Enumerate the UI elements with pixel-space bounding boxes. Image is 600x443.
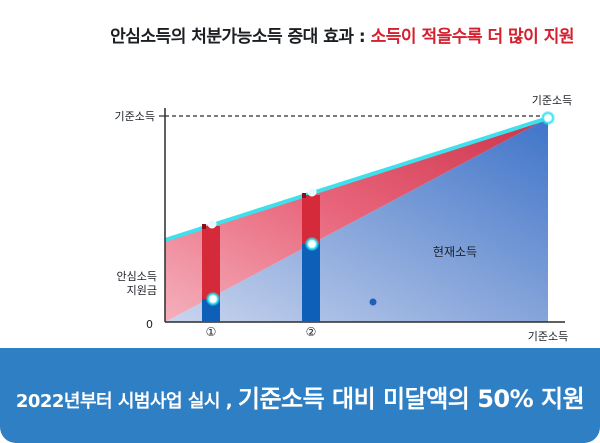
- example-1-top-dot: [207, 219, 217, 229]
- example-1-current-dot: [206, 292, 220, 306]
- reference-point-dot: [541, 111, 555, 125]
- support-label-line-1: 안심소득: [117, 270, 157, 283]
- current-income-label: 현재소득: [433, 245, 477, 259]
- x-axis-end-label: 기준소득: [528, 330, 568, 343]
- y-axis-reference-label: 기준소득: [115, 110, 155, 123]
- example-2-bar-cap: [302, 193, 306, 198]
- example-2-support-bar: [302, 195, 320, 244]
- origin-label: 0: [146, 318, 153, 331]
- example-1-support-bar: [202, 226, 220, 299]
- example-1-bar-cap: [202, 224, 206, 229]
- headline-accent: 소득이 적을수록 더 많이 지원: [370, 27, 575, 47]
- support-label-line-2: 지원금: [127, 284, 157, 297]
- headline: 안심소득의 처분가능소득 증대 효과 : 소득이 적을수록 더 많이 지원: [110, 22, 574, 47]
- example-marker-2: ②: [306, 325, 317, 339]
- small-blue-dot: [369, 298, 377, 306]
- footer-big-text: 기준소득 대비 미달액의 50% 지원: [237, 385, 585, 413]
- top-right-reference-label: 기준소득: [532, 94, 572, 107]
- example-marker-1: ①: [206, 325, 217, 339]
- headline-lead: 안심소득의 처분가능소득 증대 효과 :: [110, 27, 371, 47]
- example-2-current-dot: [305, 237, 319, 251]
- income-diagram: 기준소득 안심소득 지원금 0 기준소득 기준소득 현재소득 ① ②: [115, 94, 573, 343]
- footer-banner: 2022년부터 시범사업 실시 , 기준소득 대비 미달액의 50% 지원: [0, 348, 600, 443]
- footer-small-text: 2022년부터 시범사업 실시 ,: [15, 391, 238, 412]
- example-2-top-dot: [307, 187, 317, 197]
- example-2-current-bar: [302, 244, 320, 322]
- footer-text: 2022년부터 시범사업 실시 , 기준소득 대비 미달액의 50% 지원: [0, 379, 600, 414]
- disposable-income-line: [164, 116, 549, 242]
- support-band-area: [165, 118, 548, 322]
